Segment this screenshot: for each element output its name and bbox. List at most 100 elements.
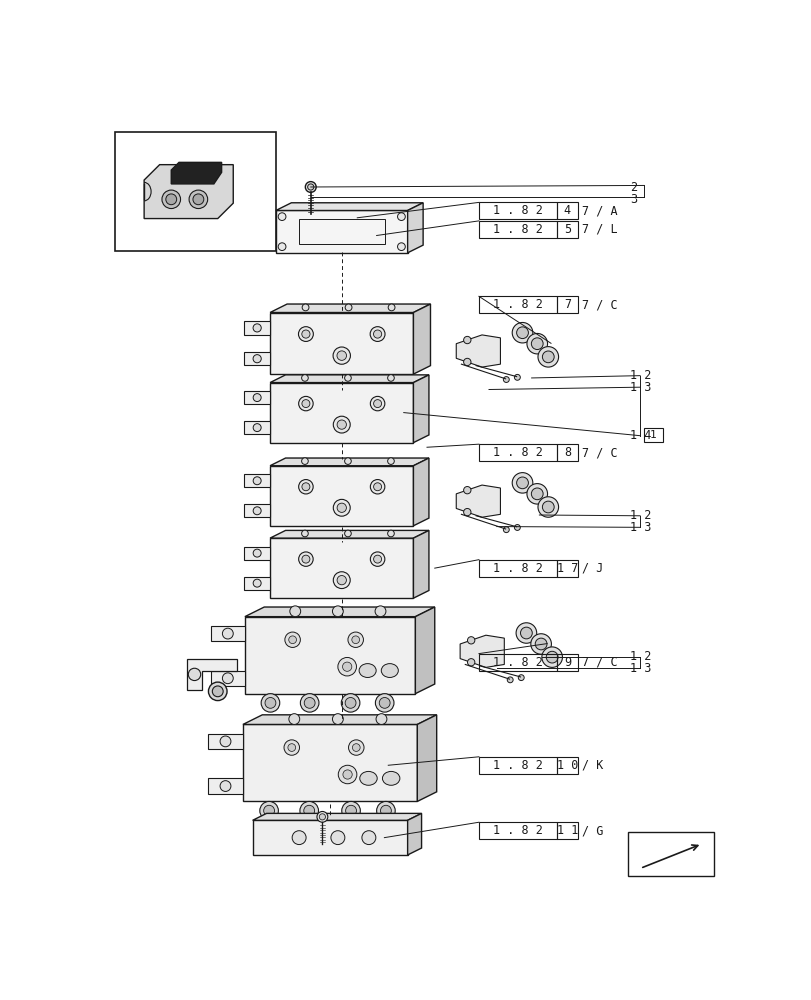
Text: 7 / C: 7 / C (581, 298, 617, 311)
Circle shape (302, 555, 310, 563)
Circle shape (538, 347, 558, 367)
Circle shape (285, 632, 300, 647)
Text: 1 2: 1 2 (629, 650, 650, 663)
Polygon shape (270, 312, 413, 374)
Circle shape (530, 634, 551, 654)
Circle shape (512, 473, 532, 493)
Circle shape (520, 627, 532, 639)
Polygon shape (413, 304, 430, 374)
Circle shape (530, 338, 543, 350)
Circle shape (542, 501, 553, 513)
Circle shape (467, 659, 474, 666)
Ellipse shape (382, 771, 399, 785)
Circle shape (344, 375, 351, 381)
Text: 1 . 8 2: 1 . 8 2 (492, 446, 542, 459)
Circle shape (289, 714, 299, 724)
Polygon shape (244, 547, 270, 560)
Circle shape (303, 805, 314, 816)
Circle shape (298, 480, 313, 494)
Ellipse shape (359, 771, 377, 785)
Circle shape (331, 831, 345, 845)
Circle shape (193, 194, 204, 205)
Circle shape (370, 396, 384, 411)
Polygon shape (245, 617, 415, 694)
Polygon shape (415, 607, 434, 694)
Circle shape (538, 497, 558, 517)
Polygon shape (208, 778, 242, 794)
Circle shape (397, 213, 405, 220)
Polygon shape (211, 626, 245, 641)
Circle shape (370, 480, 384, 494)
Circle shape (333, 499, 350, 516)
Circle shape (337, 576, 346, 585)
Circle shape (463, 487, 470, 494)
Circle shape (388, 304, 394, 311)
Ellipse shape (381, 664, 398, 677)
Circle shape (212, 686, 223, 697)
Text: 8: 8 (563, 446, 570, 459)
Polygon shape (413, 375, 428, 443)
Circle shape (387, 458, 394, 464)
Circle shape (338, 765, 356, 784)
Circle shape (298, 327, 313, 341)
Circle shape (373, 483, 381, 491)
Text: 7 / C: 7 / C (581, 656, 617, 669)
Polygon shape (460, 635, 504, 667)
Circle shape (298, 552, 313, 566)
Circle shape (379, 698, 389, 708)
Circle shape (380, 805, 391, 816)
Circle shape (290, 606, 300, 617)
Circle shape (304, 698, 315, 708)
Circle shape (333, 416, 350, 433)
Circle shape (337, 420, 346, 429)
Circle shape (299, 801, 318, 820)
Polygon shape (244, 352, 270, 365)
Circle shape (253, 507, 261, 515)
Circle shape (305, 182, 315, 192)
Text: 7: 7 (563, 298, 570, 311)
Circle shape (316, 811, 328, 822)
Circle shape (333, 572, 350, 589)
Circle shape (370, 552, 384, 566)
Circle shape (278, 243, 285, 251)
Circle shape (526, 484, 547, 504)
Text: 1 4: 1 4 (629, 429, 650, 442)
Text: 1 3: 1 3 (629, 662, 650, 675)
Circle shape (516, 477, 528, 489)
Circle shape (512, 322, 532, 343)
Circle shape (344, 458, 351, 464)
Circle shape (463, 358, 470, 366)
Polygon shape (270, 538, 413, 598)
Circle shape (332, 606, 343, 617)
Circle shape (253, 394, 261, 402)
Text: 1 . 8 2: 1 . 8 2 (492, 204, 542, 217)
Polygon shape (244, 577, 270, 590)
Circle shape (517, 675, 524, 681)
Text: 1 . 8 2: 1 . 8 2 (492, 759, 542, 772)
Circle shape (342, 770, 352, 779)
Circle shape (288, 744, 295, 751)
Circle shape (188, 668, 200, 681)
Circle shape (345, 805, 356, 816)
Polygon shape (270, 304, 430, 312)
Circle shape (222, 673, 233, 684)
Circle shape (397, 243, 405, 251)
Circle shape (253, 549, 261, 557)
Circle shape (253, 424, 261, 432)
Text: 1 0: 1 0 (556, 759, 577, 772)
Text: 1 2: 1 2 (629, 369, 650, 382)
Circle shape (301, 530, 308, 537)
Polygon shape (244, 474, 270, 487)
Polygon shape (244, 504, 270, 517)
Ellipse shape (358, 664, 375, 677)
Circle shape (375, 714, 386, 724)
Circle shape (301, 458, 308, 464)
Polygon shape (244, 391, 270, 404)
Polygon shape (252, 820, 407, 855)
Circle shape (337, 503, 346, 512)
Text: 1: 1 (649, 430, 656, 440)
Polygon shape (456, 485, 500, 517)
Polygon shape (276, 210, 407, 253)
Circle shape (337, 657, 356, 676)
Polygon shape (276, 203, 423, 210)
